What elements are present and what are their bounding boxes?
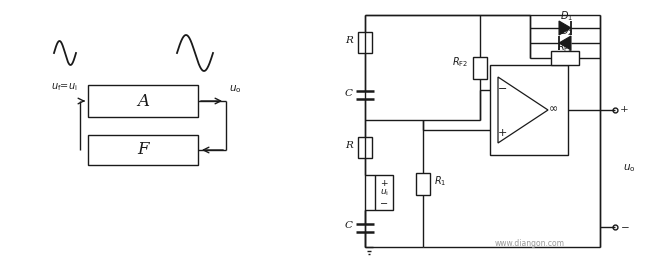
Bar	[88, 135, 198, 165]
Text: $R_{\rm F1}$: $R_{\rm F1}$	[557, 40, 573, 54]
Bar	[490, 65, 568, 155]
Polygon shape	[559, 21, 571, 35]
Bar	[358, 136, 372, 157]
Text: $u_{\rm f}$=$u_{\rm i}$: $u_{\rm f}$=$u_{\rm i}$	[50, 81, 77, 93]
Text: $\infty$: $\infty$	[548, 103, 558, 113]
Text: $R_{\rm F2}$: $R_{\rm F2}$	[452, 56, 468, 69]
Bar	[473, 56, 487, 78]
Text: $u_{\rm o}$: $u_{\rm o}$	[623, 163, 635, 174]
Text: A: A	[137, 92, 149, 109]
Text: www.diangon.com: www.diangon.com	[495, 238, 565, 248]
Text: +: +	[620, 104, 629, 113]
Text: $R_{\rm 1}$: $R_{\rm 1}$	[434, 175, 447, 188]
Polygon shape	[498, 77, 548, 143]
Text: $D_{\rm 1}$: $D_{\rm 1}$	[561, 9, 574, 23]
Bar	[416, 173, 430, 195]
Text: +: +	[381, 179, 388, 188]
Text: $-$: $-$	[620, 222, 629, 231]
Text: $u_{\rm i}$: $u_{\rm i}$	[379, 187, 388, 198]
Bar	[551, 51, 579, 65]
Text: F: F	[138, 142, 149, 158]
Text: C: C	[345, 89, 353, 98]
Bar	[358, 32, 372, 52]
Text: $D_{\rm 2}$: $D_{\rm 2}$	[561, 24, 574, 38]
Text: R: R	[345, 36, 353, 45]
Text: $+$: $+$	[497, 127, 507, 139]
Bar	[375, 175, 393, 210]
Text: $-$: $-$	[379, 197, 388, 206]
Text: $u_{\rm o}$: $u_{\rm o}$	[229, 83, 242, 95]
Text: C: C	[345, 222, 353, 231]
Text: R: R	[345, 141, 353, 150]
Polygon shape	[559, 36, 571, 50]
Text: $-$: $-$	[497, 82, 507, 92]
Bar	[88, 85, 198, 117]
